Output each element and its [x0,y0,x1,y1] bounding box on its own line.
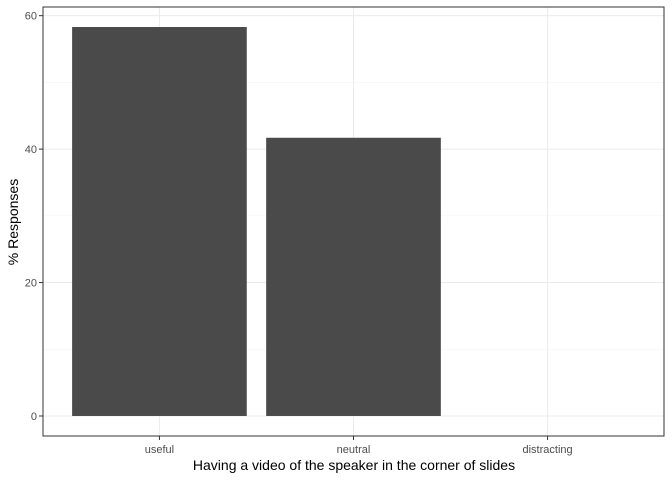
y-tick-label: 20 [25,278,37,290]
y-axis-title: % Responses [5,179,21,265]
bars [72,27,441,416]
x-axis: useful neutral distracting [145,436,573,456]
x-tick-label: neutral [337,444,371,456]
y-tick-label: 40 [25,144,37,156]
bar-useful [72,27,247,416]
bar-neutral [266,137,441,416]
x-tick-label: distracting [522,444,572,456]
x-tick-label: useful [145,444,174,456]
y-tick-label: 60 [25,11,37,23]
y-axis: 0 20 40 60 [25,11,43,423]
y-tick-label: 0 [31,411,37,423]
x-axis-title: Having a video of the speaker in the cor… [193,457,515,473]
